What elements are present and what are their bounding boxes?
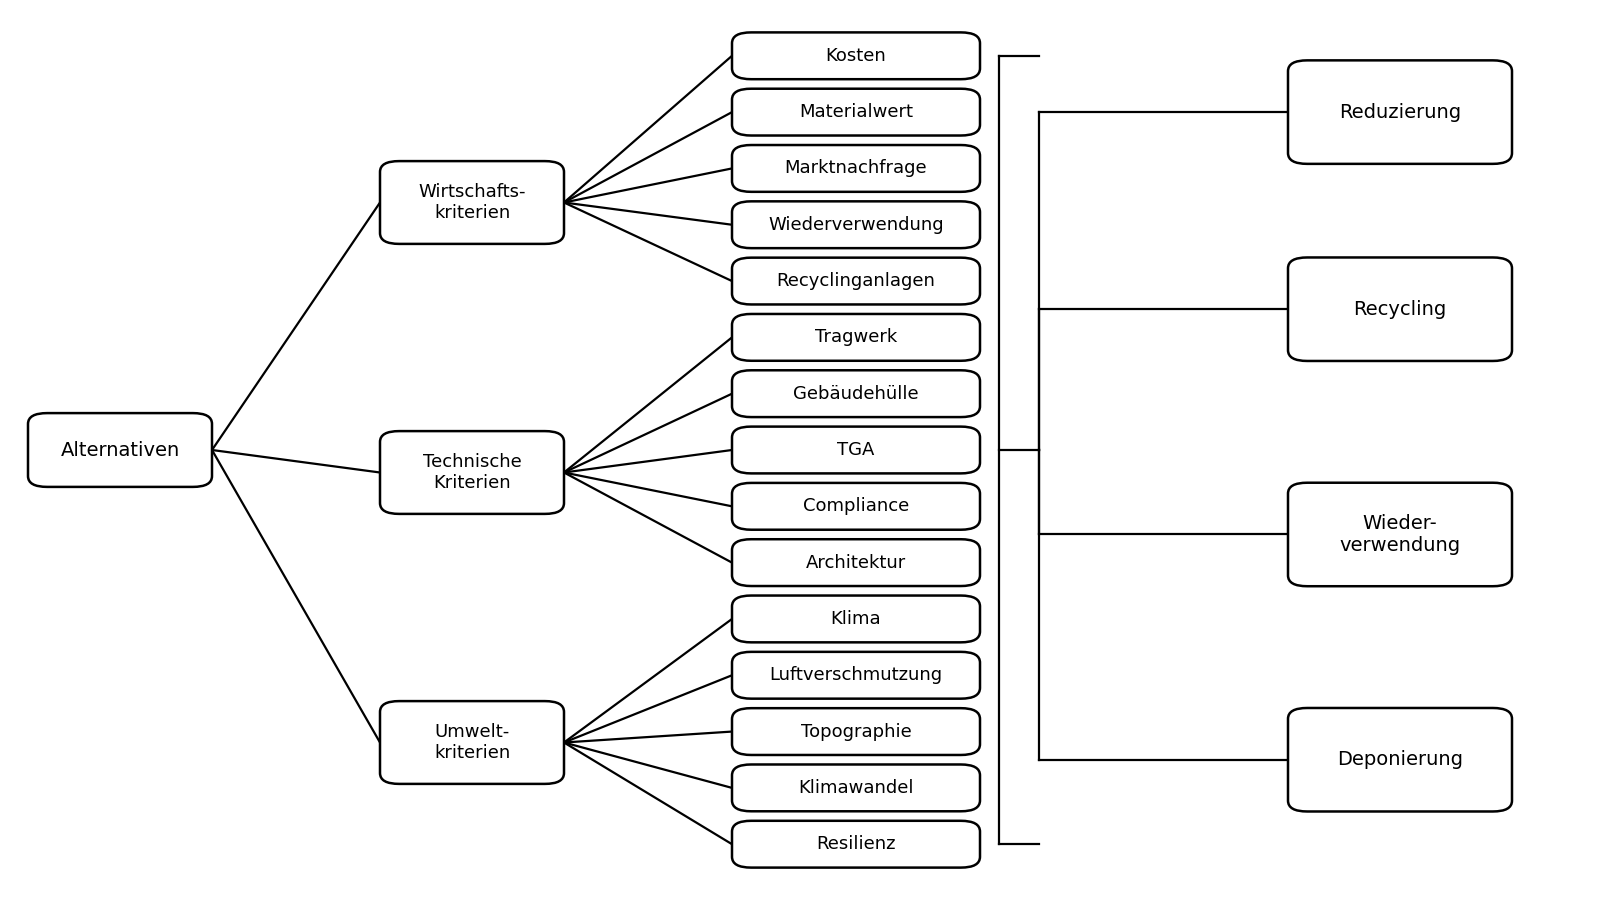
Text: Umwelt-
kriterien: Umwelt- kriterien [434, 723, 510, 762]
Text: Gebäudehülle: Gebäudehülle [794, 384, 918, 402]
FancyBboxPatch shape [733, 32, 979, 79]
FancyBboxPatch shape [1288, 708, 1512, 812]
Text: Marktnachfrage: Marktnachfrage [784, 159, 928, 177]
Text: Klima: Klima [830, 610, 882, 628]
FancyBboxPatch shape [733, 89, 979, 136]
FancyBboxPatch shape [733, 483, 979, 530]
FancyBboxPatch shape [27, 413, 211, 487]
FancyBboxPatch shape [1288, 482, 1512, 586]
FancyBboxPatch shape [733, 145, 979, 192]
FancyBboxPatch shape [733, 596, 979, 643]
Text: Technische
Kriterien: Technische Kriterien [422, 453, 522, 492]
Text: TGA: TGA [837, 441, 875, 459]
Text: Wiederverwendung: Wiederverwendung [768, 216, 944, 234]
Text: Wieder-
verwendung: Wieder- verwendung [1339, 514, 1461, 555]
FancyBboxPatch shape [381, 161, 563, 244]
FancyBboxPatch shape [733, 202, 979, 248]
Text: Alternativen: Alternativen [61, 440, 179, 460]
FancyBboxPatch shape [733, 708, 979, 755]
FancyBboxPatch shape [1288, 60, 1512, 164]
Text: Topographie: Topographie [800, 723, 912, 741]
Text: Klimawandel: Klimawandel [798, 778, 914, 796]
FancyBboxPatch shape [733, 370, 979, 417]
Text: Wirtschafts-
kriterien: Wirtschafts- kriterien [418, 183, 526, 222]
FancyBboxPatch shape [733, 539, 979, 586]
FancyBboxPatch shape [733, 427, 979, 473]
Text: Tragwerk: Tragwerk [814, 328, 898, 346]
Text: Materialwert: Materialwert [798, 104, 914, 122]
Text: Luftverschmutzung: Luftverschmutzung [770, 666, 942, 684]
Text: Architektur: Architektur [806, 554, 906, 572]
Text: Recycling: Recycling [1354, 300, 1446, 319]
FancyBboxPatch shape [733, 764, 979, 811]
Text: Kosten: Kosten [826, 47, 886, 65]
Text: Reduzierung: Reduzierung [1339, 103, 1461, 122]
FancyBboxPatch shape [733, 314, 979, 361]
FancyBboxPatch shape [733, 821, 979, 868]
FancyBboxPatch shape [381, 431, 563, 514]
FancyBboxPatch shape [733, 257, 979, 304]
Text: Recyclinganlagen: Recyclinganlagen [776, 272, 936, 290]
FancyBboxPatch shape [733, 652, 979, 698]
FancyBboxPatch shape [1288, 257, 1512, 361]
FancyBboxPatch shape [381, 701, 563, 784]
Text: Resilienz: Resilienz [816, 835, 896, 853]
Text: Deponierung: Deponierung [1338, 751, 1462, 770]
Text: Compliance: Compliance [803, 498, 909, 516]
